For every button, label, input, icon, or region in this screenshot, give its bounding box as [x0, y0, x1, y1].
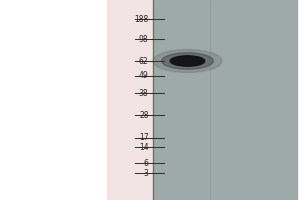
Text: 6: 6 — [144, 159, 148, 168]
Text: 17: 17 — [139, 133, 148, 142]
Text: 38: 38 — [139, 88, 148, 98]
Ellipse shape — [170, 56, 205, 66]
Bar — [153, 0, 297, 200]
Text: 188: 188 — [134, 15, 148, 23]
Ellipse shape — [153, 50, 222, 72]
Text: 14: 14 — [139, 142, 148, 152]
Bar — [106, 0, 153, 200]
Text: 3: 3 — [144, 168, 148, 178]
Ellipse shape — [162, 53, 213, 69]
Text: 49: 49 — [139, 72, 148, 80]
Text: 28: 28 — [139, 110, 148, 120]
Text: 98: 98 — [139, 34, 148, 44]
Text: 62: 62 — [139, 56, 148, 66]
